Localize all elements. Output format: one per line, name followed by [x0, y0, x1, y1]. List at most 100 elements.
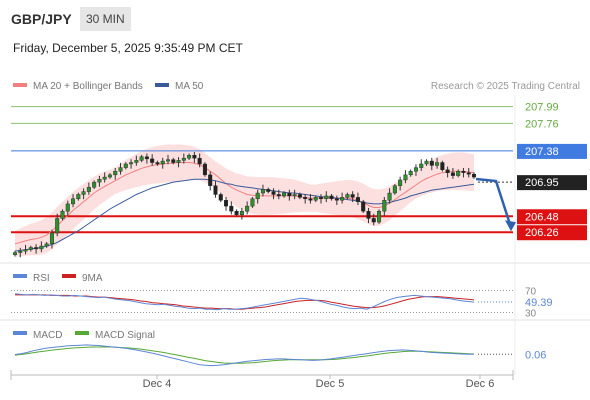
level-label-1: 207.99 — [525, 102, 559, 114]
candle — [287, 192, 292, 197]
candle — [440, 162, 445, 170]
candle — [192, 155, 197, 159]
candle — [271, 191, 276, 195]
candle — [266, 189, 271, 192]
datetime-label: Friday, December 5, 2025 9:35:49 PM CET — [13, 41, 243, 55]
candle — [450, 172, 455, 176]
rsi-last-label: 49.39 — [525, 297, 553, 309]
candle — [387, 192, 392, 201]
candle — [429, 160, 434, 166]
candle — [208, 174, 213, 186]
candle — [28, 247, 33, 250]
candle — [129, 162, 134, 165]
candle — [139, 156, 144, 161]
candle — [303, 197, 308, 200]
rsi-ma-swatch — [62, 274, 76, 278]
level-label-4: 206.48 — [525, 211, 559, 223]
candle — [297, 194, 302, 198]
candle — [18, 250, 23, 253]
x-tick-label: Dec 5 — [316, 378, 345, 390]
candle — [355, 197, 360, 202]
rsi-legend-label: RSI — [33, 273, 50, 284]
candle — [155, 162, 160, 165]
level-tag-4 — [517, 209, 587, 225]
macd-signal-legend-label: MACD Signal — [95, 330, 155, 341]
macd-signal-line — [14, 346, 475, 364]
rsi-swatch — [13, 274, 27, 278]
candle — [123, 163, 128, 168]
candle — [250, 198, 255, 207]
candle — [366, 210, 371, 219]
last-price-tag — [517, 175, 587, 191]
x-tick-label: Dec 6 — [466, 378, 495, 390]
candle — [150, 158, 155, 163]
candle — [308, 198, 313, 201]
candle — [34, 247, 39, 250]
candle — [382, 200, 387, 212]
candle — [329, 195, 334, 200]
forecast-arrow — [475, 177, 512, 225]
x-tick-label: Dec 4 — [143, 378, 172, 390]
credit-label: Research © 2025 Trading Central — [430, 81, 580, 92]
candle — [49, 232, 54, 245]
legend-ma50-label: MA 50 — [175, 81, 204, 92]
rsi-ma-legend-label: 9MA — [82, 273, 103, 284]
candle — [107, 174, 112, 178]
candle — [413, 167, 418, 172]
candle — [213, 185, 218, 195]
candle — [86, 187, 91, 192]
candle — [97, 179, 102, 183]
candle — [165, 159, 170, 162]
candle — [55, 218, 60, 234]
rsi-ma-line — [15, 294, 475, 310]
level-label-2: 207.76 — [525, 118, 559, 130]
candle — [23, 249, 28, 252]
candle — [118, 167, 123, 172]
candle — [424, 160, 429, 165]
candle — [392, 185, 397, 194]
candle — [361, 201, 366, 212]
candle — [456, 171, 461, 176]
level-label-3: 207.38 — [525, 146, 559, 158]
candle — [340, 197, 345, 201]
candle — [76, 194, 81, 200]
candle — [408, 171, 413, 176]
level-tag-3 — [517, 143, 587, 159]
timeframe-badge[interactable]: 30 MIN — [80, 7, 131, 31]
bollinger-band — [15, 144, 474, 257]
macd-last-label: 0.06 — [525, 349, 546, 361]
candle — [260, 189, 265, 194]
candle — [39, 245, 44, 250]
candle — [371, 218, 376, 223]
candle — [113, 171, 118, 176]
candle — [345, 194, 350, 198]
candle — [181, 157, 186, 161]
ma20-swatch — [13, 83, 27, 88]
candle — [334, 198, 339, 201]
candle — [144, 156, 149, 160]
candle — [245, 205, 250, 212]
candle — [92, 181, 97, 188]
candle — [435, 162, 440, 166]
candle — [71, 198, 76, 205]
candle — [398, 179, 403, 186]
candle — [324, 195, 329, 200]
candle — [160, 160, 165, 165]
macd-legend-label: MACD — [33, 330, 62, 341]
candle — [134, 160, 139, 163]
chart-header: GBP/JPY 30 MIN — [0, 0, 590, 36]
rsi-line — [14, 293, 475, 311]
candle — [229, 205, 234, 212]
candle — [403, 174, 408, 181]
candle — [171, 159, 176, 163]
candle — [313, 197, 318, 201]
candle — [419, 163, 424, 168]
ma50-line — [14, 178, 475, 252]
candle — [187, 155, 192, 159]
candle — [282, 192, 287, 197]
rsi-tick-label: 30 — [525, 309, 537, 320]
candle — [445, 169, 450, 173]
macd-swatch — [13, 331, 27, 335]
candle — [377, 210, 382, 223]
candle — [350, 194, 355, 198]
